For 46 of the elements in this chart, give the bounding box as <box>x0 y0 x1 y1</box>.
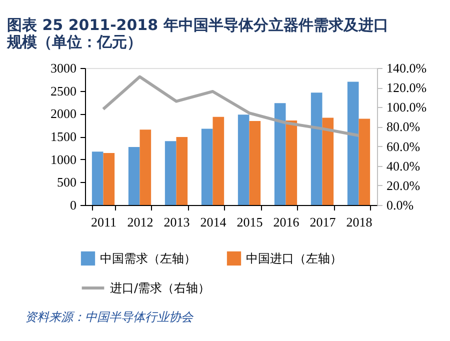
x-tick-label: 2012 <box>127 214 154 230</box>
bar <box>140 130 152 205</box>
line-series <box>102 75 360 138</box>
x-tick-label: 2011 <box>90 214 117 230</box>
y-tick-label: 1000 <box>50 152 76 167</box>
bar <box>212 116 224 205</box>
text: 图表 25 2011-2018 年中国半导体分立器件需求及进口 <box>7 16 388 34</box>
y2-tick-label: 100.0% <box>386 100 427 115</box>
legend-label: 进口/需求（右轴） <box>110 281 210 295</box>
bar <box>176 136 188 205</box>
bar <box>322 118 334 205</box>
x-tick-label: 2015 <box>236 214 263 230</box>
y-tick-label: 2000 <box>50 106 76 122</box>
bar <box>286 120 298 205</box>
x-tick-label: 2014 <box>200 214 227 230</box>
x-tick-label: 2018 <box>346 214 372 230</box>
bar <box>274 103 286 205</box>
bar <box>201 128 213 205</box>
y2-tick-label: 40.0% <box>386 158 420 174</box>
y-tick-label: 2500 <box>50 83 76 98</box>
bar <box>249 120 261 205</box>
y-tick-label: 0 <box>70 198 76 212</box>
y2-tick-label: 60.0% <box>386 138 420 154</box>
bar <box>347 82 359 205</box>
bar <box>164 141 176 205</box>
y2-tick-label: 0.0% <box>386 198 414 212</box>
bar <box>128 147 140 205</box>
x-tick-label: 2017 <box>310 214 336 230</box>
text: 资料来源：中国半导体行业协会 <box>25 310 194 324</box>
y-tick-label: 500 <box>57 174 76 190</box>
bar <box>238 114 250 205</box>
y2-tick-label: 140.0% <box>386 60 427 76</box>
y2-tick-label: 120.0% <box>386 80 427 96</box>
y-tick-label: 1500 <box>50 129 76 144</box>
x-tick-label: 2016 <box>273 214 300 230</box>
bar <box>92 152 104 205</box>
y2-tick-label: 80.0% <box>386 119 420 134</box>
y2-tick-label: 20.0% <box>386 178 420 193</box>
text: 规模（单位：亿元） <box>7 33 142 51</box>
bar <box>358 118 370 205</box>
y-tick-label: 3000 <box>50 60 76 76</box>
bar <box>310 92 322 205</box>
bar <box>103 152 115 205</box>
legend-label: 中国需求（左轴） <box>100 251 196 266</box>
x-tick-label: 2013 <box>164 214 190 230</box>
legend-label: 中国进口（左轴） <box>246 251 342 266</box>
